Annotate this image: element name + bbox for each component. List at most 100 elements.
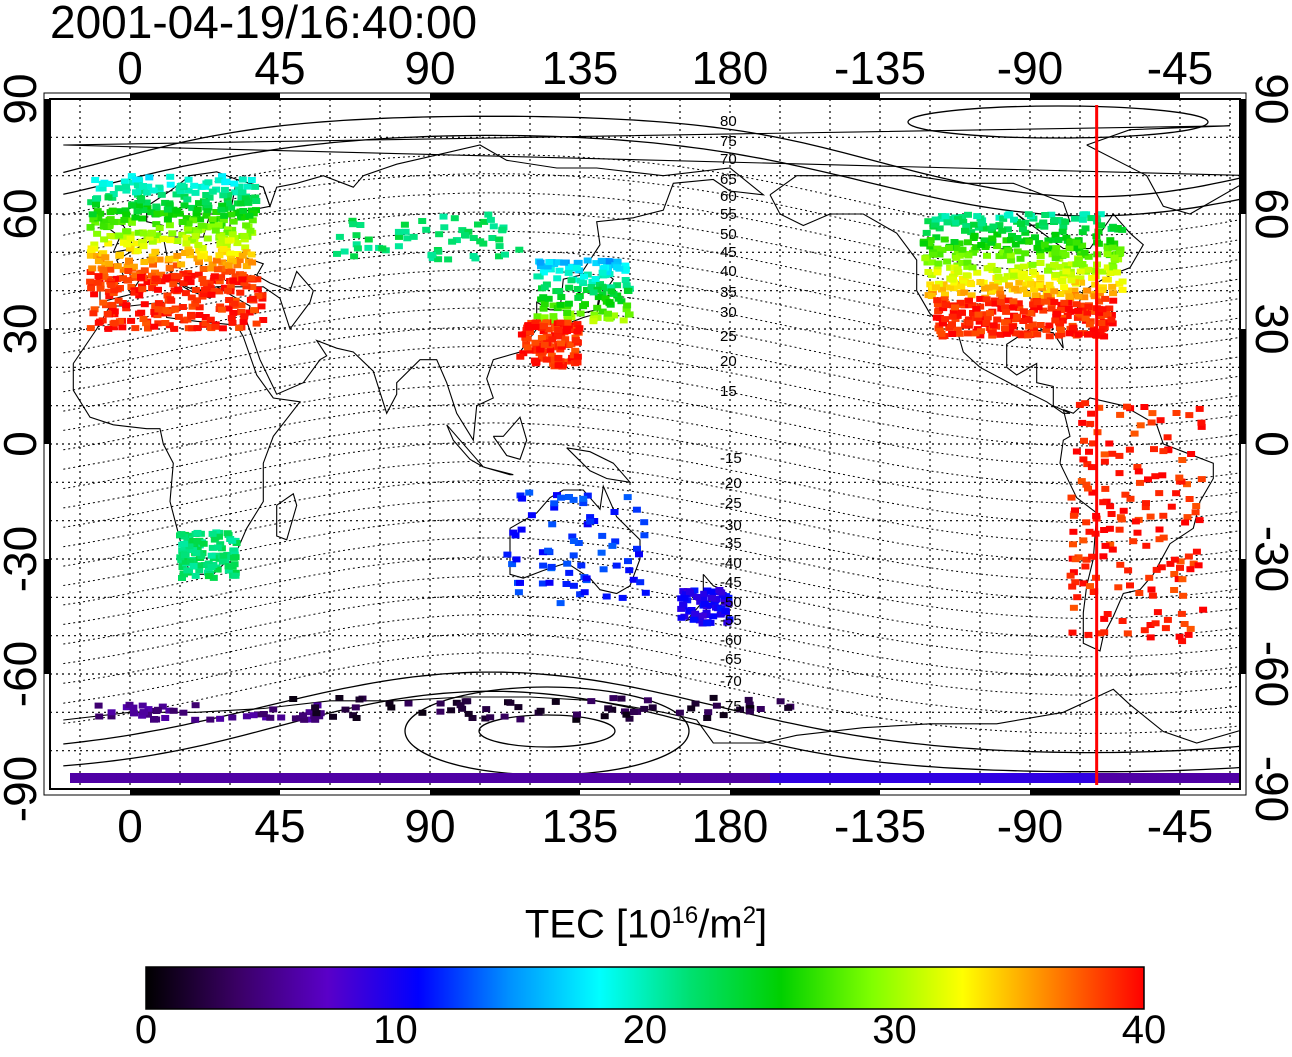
tec-point <box>185 249 194 255</box>
tec-point <box>636 579 645 586</box>
tec-point <box>94 215 103 222</box>
tec-point <box>1143 773 1152 783</box>
tec-point <box>1133 529 1142 536</box>
tec-point <box>197 253 206 260</box>
tec-point <box>540 284 549 291</box>
tec-point <box>340 248 349 255</box>
tec-point <box>163 773 172 783</box>
tec-point <box>422 226 431 233</box>
tec-point <box>1079 264 1088 271</box>
tec-point <box>197 222 206 229</box>
tec-point <box>1082 519 1091 526</box>
tec-point <box>231 273 240 280</box>
tec-point <box>625 567 634 574</box>
tec-point <box>253 286 262 293</box>
tec-point <box>1118 618 1127 624</box>
tec-point <box>120 216 129 223</box>
tec-point <box>193 206 202 213</box>
tec-point <box>214 177 223 184</box>
tec-point <box>130 773 138 783</box>
tec-point <box>236 289 245 296</box>
tec-point <box>1069 569 1078 576</box>
tec-point <box>790 773 798 783</box>
tec-point <box>723 619 732 626</box>
tec-point <box>496 773 505 783</box>
tec-point <box>555 288 564 294</box>
tec-point <box>934 308 943 315</box>
tec-point <box>1177 478 1186 485</box>
lon-tick-top: 90 <box>404 42 455 94</box>
tec-point <box>1156 417 1165 424</box>
tec-point <box>185 543 194 550</box>
tec-point <box>680 595 689 602</box>
tec-point <box>998 294 1007 301</box>
tec-point <box>228 319 237 326</box>
tec-point <box>967 229 976 236</box>
tec-point <box>155 225 164 232</box>
tec-point <box>1087 215 1096 222</box>
tec-point <box>1011 241 1020 248</box>
tec-point <box>776 698 785 705</box>
tec-point <box>983 252 991 259</box>
tec-point <box>86 325 95 332</box>
tec-point <box>1054 237 1063 243</box>
tec-point <box>717 605 726 612</box>
tec-point <box>1033 331 1042 338</box>
tec-point <box>165 255 174 262</box>
tec-point <box>1081 315 1090 322</box>
tec-point <box>1072 448 1081 455</box>
tec-point <box>931 216 940 223</box>
tec-point <box>1028 261 1037 268</box>
tec-point <box>602 593 611 600</box>
tec-point <box>1031 271 1040 278</box>
tec-point <box>1183 773 1192 783</box>
tec-point <box>964 252 973 259</box>
colorbar-tick-label: 40 <box>1121 1008 1167 1052</box>
tec-point <box>569 582 578 589</box>
tec-point <box>162 274 171 281</box>
tec-point <box>650 773 658 783</box>
tec-point <box>224 226 232 233</box>
lat-tick-right: -90 <box>1246 756 1292 822</box>
tec-point <box>194 271 203 278</box>
tec-point <box>1071 245 1080 252</box>
tec-point <box>958 250 967 257</box>
tec-point <box>1069 541 1077 548</box>
tec-point <box>1084 485 1092 492</box>
tec-point <box>191 572 200 579</box>
tec-point <box>1074 293 1083 300</box>
tec-point <box>933 297 942 304</box>
tec-point <box>967 292 976 299</box>
tec-point <box>1184 553 1193 560</box>
tec-point <box>1090 773 1098 783</box>
tec-point <box>94 273 103 280</box>
tec-point <box>952 219 961 226</box>
tec-point <box>965 319 974 326</box>
tec-point <box>126 231 135 238</box>
tec-point <box>1023 291 1031 297</box>
tec-point <box>336 773 345 783</box>
tec-point <box>1067 271 1075 278</box>
tec-point <box>436 773 445 783</box>
tec-point <box>224 262 233 269</box>
tec-point <box>240 233 249 240</box>
tec-point <box>178 564 187 570</box>
tec-point <box>698 612 707 619</box>
tec-point <box>109 191 118 197</box>
tec-point <box>118 324 127 331</box>
tec-point <box>231 235 240 241</box>
tec-point <box>233 262 242 269</box>
tec-point <box>1183 481 1191 488</box>
tec-point <box>967 281 976 288</box>
tec-point <box>515 246 524 253</box>
tec-point <box>960 289 969 296</box>
tec-point <box>207 223 216 230</box>
tec-point <box>1024 276 1033 282</box>
coastline <box>1059 397 1214 652</box>
tec-point <box>106 266 115 273</box>
tec-point <box>106 233 115 239</box>
tec-point <box>946 264 955 271</box>
tec-point <box>207 265 216 272</box>
tec-point <box>191 702 200 709</box>
tec-point <box>182 240 191 247</box>
